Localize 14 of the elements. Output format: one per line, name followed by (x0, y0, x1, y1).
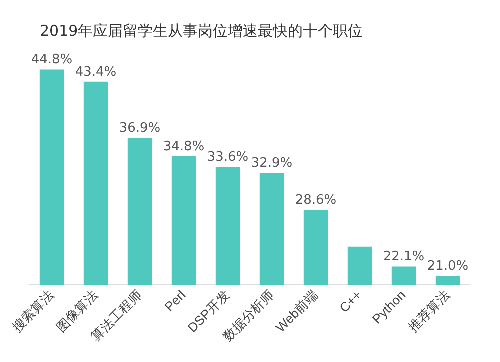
data-label: 43.4% (75, 64, 117, 80)
x-tick-label: 搜索算法 (9, 288, 57, 335)
x-tick-label: C++ (336, 288, 365, 316)
data-label: 32.9% (251, 156, 293, 171)
data-label: 22.1% (383, 250, 425, 265)
data-label: 21.0% (427, 259, 469, 274)
chart-title: 2019年应届留学生从事岗位增速最快的十个职位 (40, 22, 364, 41)
data-label: 33.6% (207, 150, 249, 165)
x-tick-label: Perl (162, 287, 189, 315)
data-label: 34.8% (163, 139, 205, 154)
data-label: 44.8% (31, 52, 73, 68)
x-tick-label: 推荐算法 (405, 288, 453, 335)
data-label: 36.9% (119, 121, 161, 136)
data-label: 28.6% (295, 193, 337, 208)
